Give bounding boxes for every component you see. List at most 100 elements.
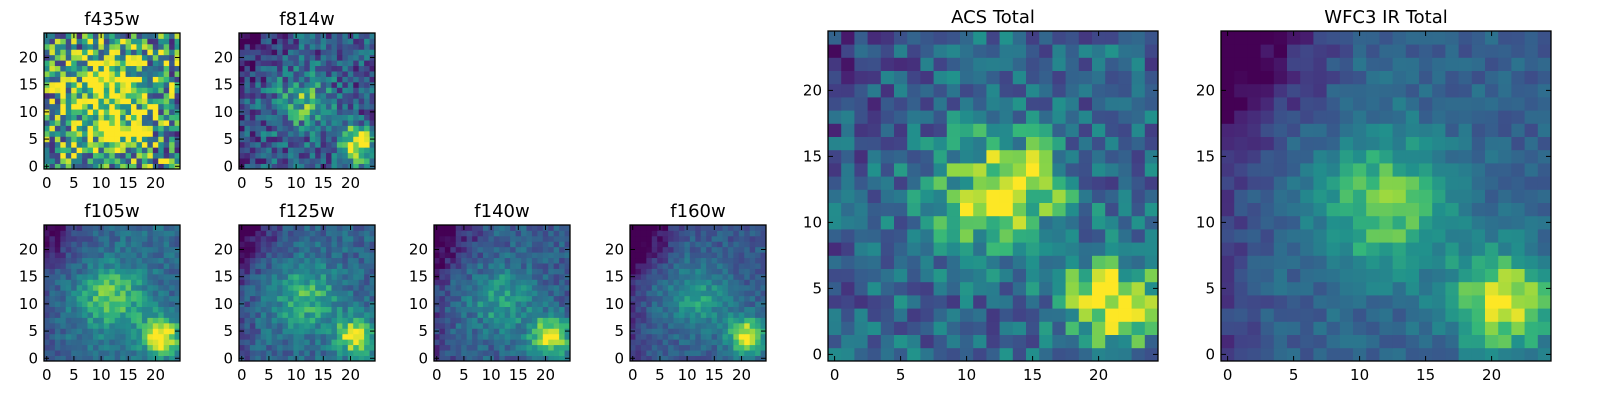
heatmap-cell [277,339,283,346]
heatmap-cell [668,290,674,297]
heatmap-cell [668,268,674,275]
heatmap-cell [510,246,516,253]
heatmap-cell [315,235,321,242]
heatmap-cell [103,355,110,362]
heatmap-cell [239,141,245,148]
heatmap-cell [689,312,696,318]
heatmap-cell [700,328,707,335]
heatmap-cell [304,328,311,335]
heatmap-cell [331,290,338,297]
heatmap-cell [65,328,72,335]
heatmap-cell [54,87,61,94]
heatmap-cell [152,273,159,280]
heatmap-cell [684,328,691,335]
heatmap-cell [630,257,636,264]
heatmap-cell [907,31,921,45]
heatmap-cell [1339,176,1354,190]
heatmap-cell [152,268,159,275]
heatmap-cell [304,92,311,99]
heatmap-cell [347,43,354,50]
heatmap-cell [65,109,72,115]
heatmap-cell [249,284,256,291]
heatmap-cell [277,114,283,121]
heatmap-cell [147,306,154,313]
heatmap-cell [1078,229,1093,243]
heatmap-cell [60,241,67,248]
heatmap-cell [973,308,987,322]
heatmap-cell [158,317,165,324]
heatmap-cell [320,333,327,340]
heatmap-cell [1537,281,1552,296]
heatmap-cell [1260,202,1275,217]
heatmap-cell [749,246,756,253]
heatmap-cell [973,123,987,137]
heatmap-cell [553,328,560,335]
heatmap-cell [493,333,500,340]
heatmap-cell [1287,255,1301,269]
heatmap-cell [255,130,262,137]
heatmap-cell [287,355,294,362]
heatmap-cell [542,322,549,329]
heatmap-cell [125,268,132,275]
heatmap-cell [1498,242,1512,256]
heatmap-cell [450,284,457,291]
heatmap-cell [163,290,170,297]
heatmap-cell [255,225,262,231]
heatmap-cell [542,241,549,248]
heatmap-cell [662,252,669,259]
heatmap-cell [158,230,165,237]
heatmap-cell [147,295,154,302]
heatmap-cell [444,235,451,242]
heatmap-cell [1065,308,1080,322]
heatmap-cell [125,279,132,286]
heatmap-cell [1052,83,1066,98]
heatmap-cell [434,241,440,248]
heatmap-cell [158,87,165,94]
heatmap-cell [353,76,360,83]
heatmap-cell [1012,281,1027,296]
heatmap-cell [828,31,842,45]
heatmap-cell [1353,295,1367,309]
heatmap-cell [1313,202,1327,217]
heatmap-cell [1131,334,1146,349]
heatmap-cell [304,355,311,362]
heatmap-cell [1445,163,1459,177]
heatmap-cell [158,92,165,99]
heatmap-cell [309,350,316,356]
heatmap-cell [54,344,61,351]
heatmap-cell [320,252,327,259]
heatmap-cell [331,49,338,56]
heatmap-cell [65,350,72,356]
heatmap-cell [1131,149,1146,164]
heatmap-cell [1273,215,1288,230]
heatmap-cell [287,290,294,297]
heatmap-cell [640,333,647,340]
heatmap-cell [548,246,555,253]
heatmap-cell [109,252,116,259]
heatmap-cell [482,246,489,253]
heatmap-cell [125,290,132,297]
heatmap-cell [537,312,544,318]
heatmap-cell [255,49,262,56]
heatmap-cell [260,163,267,170]
heatmap-cell [60,246,67,253]
heatmap-cell [364,141,370,148]
heatmap-cell [125,141,132,148]
heatmap-cell [678,290,685,297]
heatmap-cell [1498,281,1512,296]
heatmap-cell [331,147,338,154]
heatmap-cell [271,54,278,61]
heatmap-cell [880,281,895,296]
heatmap-cell [298,38,305,45]
heatmap-cell [125,295,132,302]
heatmap-cell [738,263,745,269]
heatmap-cell [54,136,61,143]
heatmap-cell [71,235,78,242]
heatmap-cell [684,263,691,269]
heatmap-cell [163,152,170,159]
heatmap-cell [668,328,674,335]
heatmap-cell [920,57,934,71]
heatmap-cell [98,333,105,340]
heatmap-cell [244,312,251,318]
heatmap-cell [1026,70,1040,85]
